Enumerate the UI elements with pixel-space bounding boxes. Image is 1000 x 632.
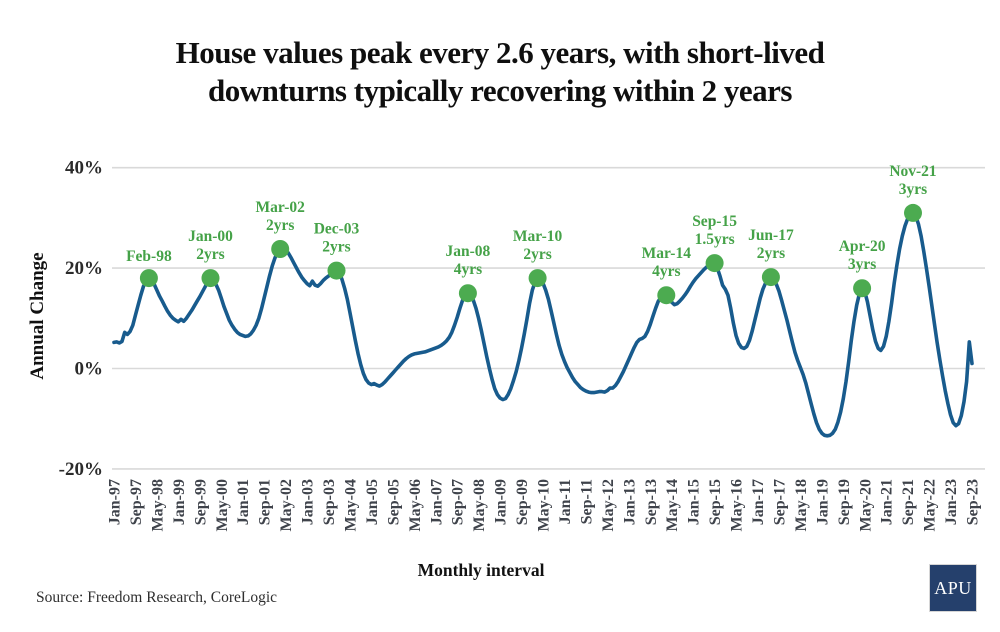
peak-annotation: Mar-02 2yrs (256, 199, 306, 234)
x-tick-label: May-20 (857, 479, 874, 531)
x-tick-label: May-22 (922, 479, 939, 531)
x-tick-label: Sep-13 (643, 479, 660, 525)
y-tick-label: 0% (75, 359, 104, 380)
peak-annotation: Feb-98 (126, 248, 172, 265)
x-tick-label: Sep-21 (900, 479, 917, 525)
x-tick-label: May-98 (149, 479, 166, 531)
peak-annotation: Jan-00 2yrs (188, 228, 233, 263)
peak-marker (327, 261, 346, 280)
x-tick-label: Jan-09 (493, 479, 510, 525)
apu-logo: APU (929, 564, 977, 612)
x-tick-label: Jan-21 (879, 479, 896, 525)
peak-annotation: Mar-10 2yrs (513, 228, 563, 263)
x-tick-label: Jan-15 (686, 479, 703, 525)
y-tick-label: 40% (65, 158, 103, 179)
x-tick-label: Sep-03 (321, 479, 338, 525)
x-tick-label: Sep-19 (836, 479, 853, 525)
y-axis-title: Annual Change (27, 252, 48, 380)
peak-marker (904, 203, 922, 222)
x-tick-label: Sep-23 (965, 479, 982, 525)
x-tick-label: Jan-99 (171, 479, 188, 525)
x-tick-label: May-12 (600, 479, 617, 531)
apu-logo-text: APU (934, 577, 972, 598)
x-tick-label: Sep-15 (707, 479, 724, 525)
x-tick-label: May-02 (278, 479, 295, 531)
peak-marker (201, 269, 220, 288)
y-tick-label: -20% (59, 459, 103, 480)
x-tick-label: Jan-23 (943, 479, 960, 525)
x-tick-label: Sep-01 (257, 479, 274, 525)
peak-marker (761, 268, 780, 287)
x-tick-label: Sep-99 (192, 479, 209, 525)
x-tick-label: Jan-17 (750, 479, 767, 525)
x-tick-label: May-10 (536, 479, 553, 531)
peak-annotation: Dec-03 2yrs (314, 221, 360, 256)
peak-marker (271, 240, 290, 258)
peak-annotation: Nov-21 3yrs (889, 163, 936, 198)
x-tick-label: Jan-01 (235, 479, 252, 525)
x-tick-label: Jan-11 (557, 479, 574, 524)
chart-title-line-1: House values peak every 2.6 years, with … (175, 35, 825, 70)
x-tick-label: May-16 (729, 479, 746, 531)
x-tick-label: May-04 (342, 479, 359, 531)
source-note: Source: Freedom Research, CoreLogic (36, 589, 278, 606)
peak-marker (458, 284, 477, 303)
x-tick-label: May-18 (793, 479, 810, 531)
x-tick-label: May-06 (407, 479, 424, 531)
peak-annotation: Mar-14 4yrs (642, 245, 692, 280)
peak-marker (528, 269, 547, 288)
peak-annotation: Sep-15 1.5yrs (692, 213, 737, 248)
x-tick-label: Sep-05 (385, 479, 402, 525)
x-tick-label: May-08 (471, 479, 488, 531)
peak-marker (139, 269, 158, 288)
x-tick-label: Jan-19 (814, 479, 831, 525)
x-tick-label: Jan-07 (428, 479, 445, 525)
peak-annotation: Apr-20 3yrs (839, 238, 886, 273)
chart-title: House values peak every 2.6 years, with … (50, 34, 950, 110)
x-tick-label: Sep-11 (578, 479, 595, 524)
x-tick-label: Sep-97 (128, 479, 145, 525)
x-axis-title: Monthly interval (417, 560, 545, 580)
x-tick-label: Sep-17 (772, 479, 789, 525)
x-tick-label: May-00 (214, 479, 231, 531)
x-tick-label: Jan-05 (364, 479, 381, 525)
peak-marker (705, 254, 724, 273)
x-tick-label: Jan-97 (107, 479, 124, 525)
x-tick-label: Jan-03 (300, 479, 317, 525)
x-tick-label: Sep-07 (450, 479, 467, 525)
peak-marker (657, 286, 676, 305)
x-tick-label: May-14 (664, 479, 681, 531)
x-tick-label: Jan-13 (621, 479, 638, 525)
peak-annotation: Jun-17 2yrs (748, 227, 794, 262)
x-tick-label: Sep-09 (514, 479, 531, 525)
peak-marker (853, 279, 872, 298)
chart-title-line-2: downturns typically recovering within 2 … (208, 73, 793, 108)
peak-annotation: Jan-08 4yrs (446, 243, 491, 278)
y-tick-label: 20% (65, 258, 103, 279)
